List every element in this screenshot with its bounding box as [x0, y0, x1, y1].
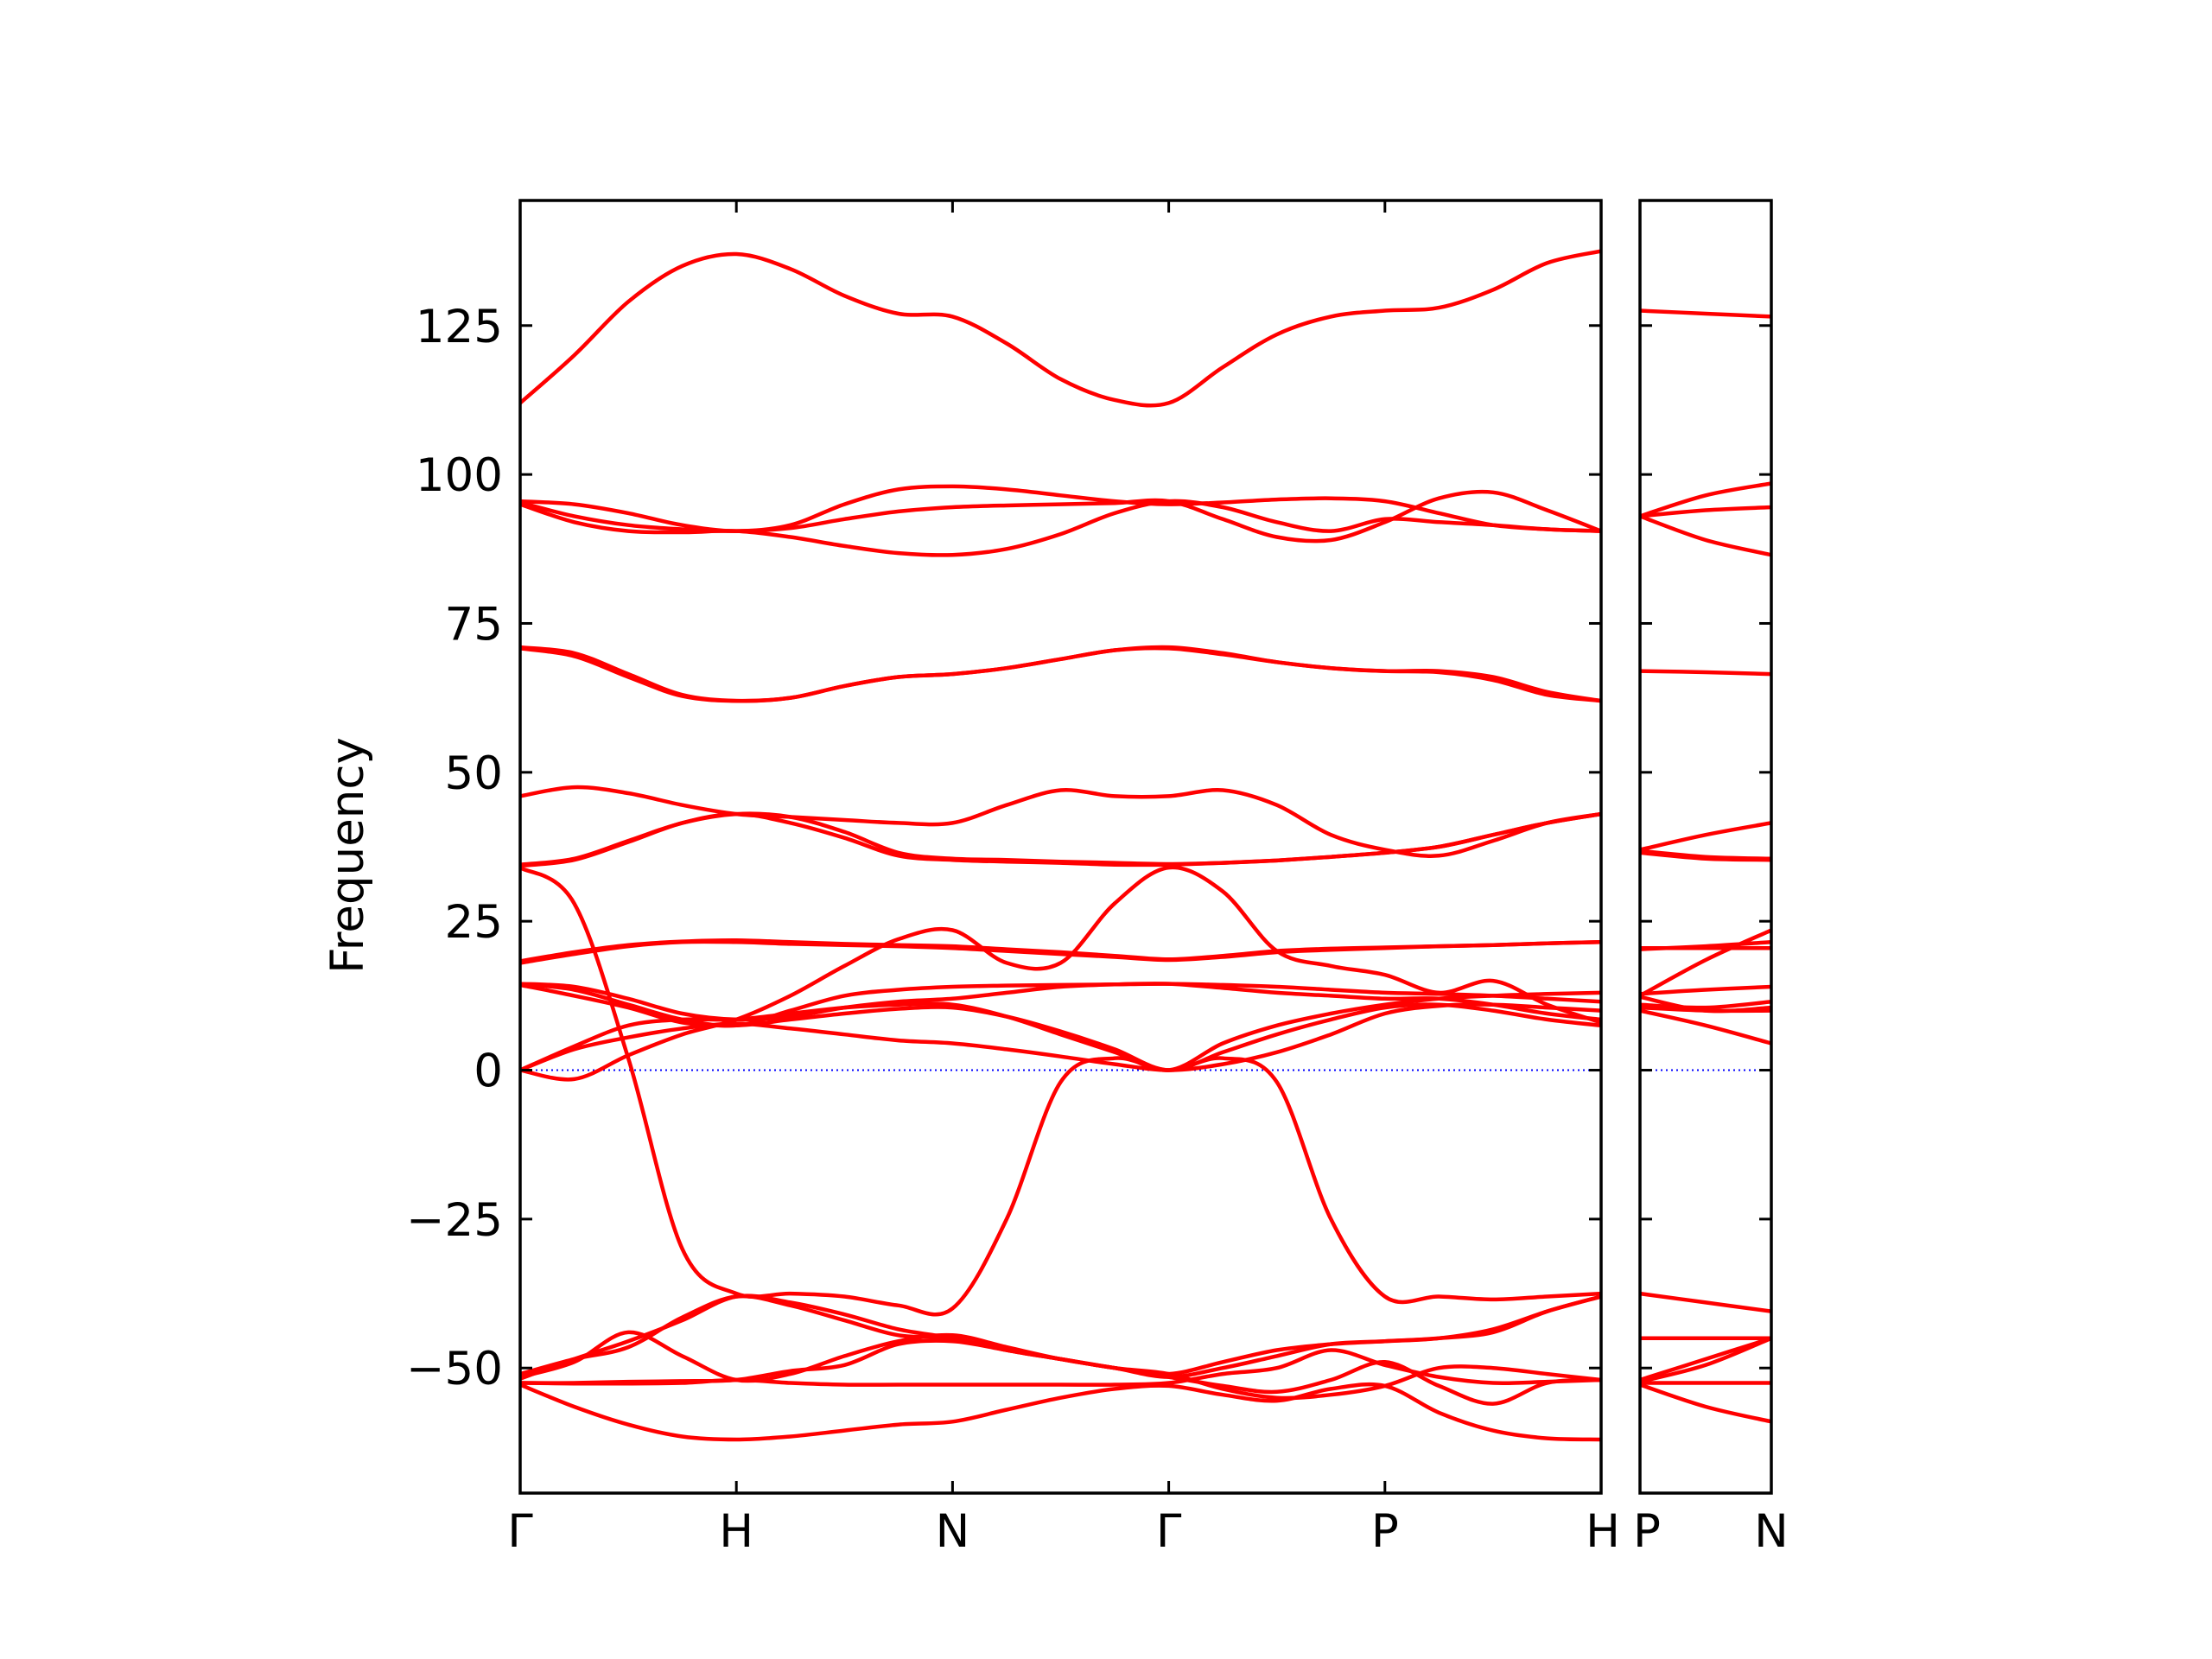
phonon-band-13	[520, 982, 1601, 1022]
phonon-band-12	[520, 938, 1601, 963]
phonon-band-22	[520, 1338, 1601, 1401]
panel-frame	[1638, 199, 1773, 1495]
phonon-band-20	[1640, 1336, 1771, 1384]
x-tick-label: P	[1371, 1505, 1399, 1558]
panel-frame	[518, 199, 1603, 1495]
x-tick-label: N	[936, 1505, 970, 1558]
phonon-band-4	[520, 499, 1601, 557]
x-tick-label: H	[1586, 1505, 1620, 1558]
phonon-band-3	[1640, 505, 1771, 518]
phonon-band-1	[1640, 308, 1771, 319]
phonon-band-23	[520, 1348, 1601, 1387]
phonon-band-22	[1640, 1382, 1771, 1424]
y-tick-labels: −50 −25 0 25 50 75 100 125	[406, 301, 503, 1395]
y-tick-label: −50	[406, 1343, 503, 1395]
phonon-band-2	[520, 484, 1601, 533]
phonon-band-9	[520, 811, 1601, 868]
phonon-band-19	[1640, 1336, 1771, 1382]
x-tick-label: H	[719, 1505, 753, 1558]
phonon-band-6	[1640, 821, 1771, 852]
phonon-band-15	[520, 982, 1601, 1072]
band-lines	[520, 249, 1601, 1442]
phonon-band-16	[520, 990, 1601, 1072]
phonon-band-18	[520, 1002, 1601, 1072]
phonon-band-17	[520, 865, 1601, 1082]
phonon-band-6	[520, 645, 1601, 703]
phonon-band-16	[1640, 1008, 1771, 1046]
x-tick-label: Γ	[1156, 1505, 1182, 1558]
y-tick-label: 125	[416, 301, 503, 353]
band-lines	[1640, 308, 1771, 1424]
y-axis-title-group: Frequency	[321, 737, 374, 974]
y-tick-label: −25	[406, 1194, 503, 1247]
y-tick-label: 100	[416, 449, 503, 502]
phonon-band-10	[1640, 940, 1771, 951]
y-tick-label: 0	[474, 1046, 503, 1098]
phonon-band-2	[1640, 481, 1771, 518]
phonon-band-7	[520, 785, 1601, 858]
phonon-band-11	[1640, 928, 1771, 998]
phonon-band-12	[1640, 984, 1771, 996]
x-tick-label: P	[1633, 1505, 1661, 1558]
phonon-band-8	[1640, 850, 1771, 862]
phonon-band-4	[1640, 514, 1771, 557]
phonon-band-24	[520, 1382, 1601, 1442]
phonon-band-10	[520, 865, 1601, 1317]
y-tick-label: 25	[445, 896, 503, 949]
phonon-band-21	[520, 1294, 1601, 1406]
x-tick-label: Γ	[507, 1505, 533, 1558]
y-tick-label: 75	[445, 598, 503, 651]
phonon-band-15	[1640, 1005, 1771, 1014]
phonon-band-19	[520, 1294, 1601, 1376]
y-tick-label: 50	[445, 747, 503, 800]
phonon-band-14	[1640, 999, 1771, 1010]
phonon-band-17	[1640, 1291, 1771, 1313]
x-tick-label: N	[1754, 1505, 1789, 1558]
phonon-band-1	[520, 249, 1601, 408]
y-axis-title: Frequency	[321, 737, 374, 974]
phonon-band-5	[1640, 669, 1771, 677]
